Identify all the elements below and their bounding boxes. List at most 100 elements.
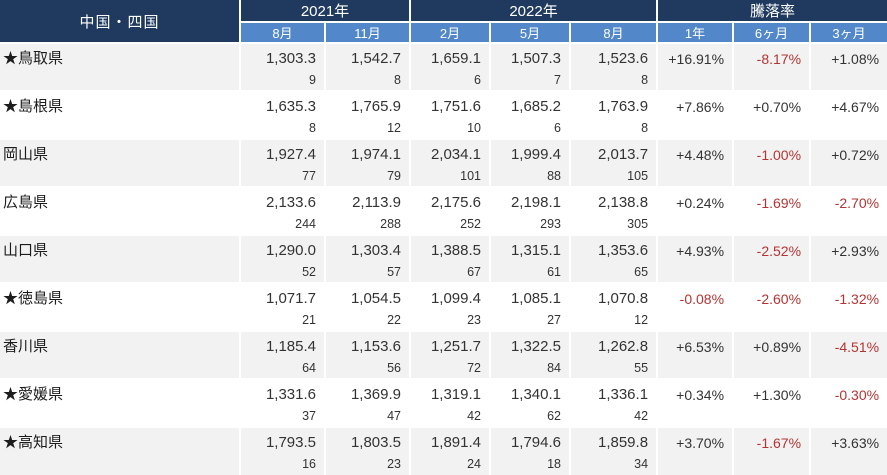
price-cell: 1,974.1 79 — [324, 138, 411, 188]
header-year-2021: 2021年 — [239, 0, 411, 23]
change-cell: -2.70% — [809, 186, 887, 236]
change-cell: +6.53% — [656, 330, 735, 380]
price-cell: 1,793.5 16 — [239, 426, 326, 475]
price-value: 1,336.1 — [597, 386, 649, 403]
count-value: 305 — [627, 217, 649, 231]
change-value: +1.30% — [753, 387, 802, 403]
price-value: 1,290.0 — [265, 242, 316, 259]
price-cell: 1,085.1 27 — [489, 282, 571, 332]
change-cell: +1.08% — [809, 42, 887, 92]
price-value: 2,198.1 — [510, 194, 561, 211]
price-cell: 1,054.5 22 — [324, 282, 411, 332]
change-cell: +0.72% — [809, 138, 887, 188]
change-cell: -4.51% — [809, 330, 887, 380]
count-value: 67 — [467, 265, 481, 279]
count-value: 105 — [627, 169, 649, 183]
price-cell: 1,290.0 52 — [239, 234, 326, 284]
price-cell: 2,013.7 105 — [568, 138, 659, 188]
count-value: 288 — [380, 217, 401, 231]
price-value: 1,659.1 — [430, 50, 481, 67]
price-cell: 1,369.9 47 — [324, 378, 411, 428]
change-value: -2.60% — [756, 291, 802, 307]
price-value: 2,138.8 — [597, 194, 649, 211]
prefecture-name: 岡山県 — [3, 146, 49, 163]
price-value: 1,803.5 — [350, 434, 401, 451]
change-value: -1.32% — [834, 291, 880, 307]
prefecture-cell: ★島根県 — [0, 90, 241, 140]
header-month-2022-05: 5月 — [489, 21, 571, 44]
count-value: 21 — [302, 313, 316, 327]
prefecture-cell: ★愛媛県 — [0, 378, 241, 428]
change-value: -2.52% — [756, 243, 802, 259]
table-header: 中国・四国 2021年 2022年 騰落率 8月 11月 2月 5月 8月 1年… — [0, 0, 887, 44]
count-value: 27 — [547, 313, 561, 327]
price-value: 1,153.6 — [350, 338, 401, 355]
change-cell: -1.00% — [732, 138, 812, 188]
price-cell: 1,322.5 84 — [489, 330, 571, 380]
header-change-rate: 騰落率 — [656, 0, 887, 23]
count-value: 18 — [547, 457, 561, 471]
change-cell: -0.30% — [809, 378, 887, 428]
count-value: 84 — [547, 361, 561, 375]
change-cell: +3.70% — [656, 426, 735, 475]
change-cell: +7.86% — [656, 90, 735, 140]
count-value: 62 — [547, 409, 561, 423]
change-value: +1.08% — [831, 51, 880, 67]
price-cell: 1,927.4 77 — [239, 138, 326, 188]
price-value: 1,262.8 — [597, 338, 649, 355]
count-value: 10 — [467, 121, 481, 135]
price-cell: 1,685.2 6 — [489, 90, 571, 140]
price-cell: 1,763.9 8 — [568, 90, 659, 140]
price-cell: 1,185.4 64 — [239, 330, 326, 380]
change-cell: +4.48% — [656, 138, 735, 188]
change-value: +0.70% — [753, 99, 802, 115]
count-value: 34 — [634, 457, 649, 471]
count-value: 8 — [394, 73, 401, 87]
header-period-1y: 1年 — [656, 21, 735, 44]
table-row: 香川県 1,185.4 64 1,153.6 56 1,251.7 72 1,3… — [0, 330, 887, 380]
price-value: 1,054.5 — [350, 290, 401, 307]
count-value: 293 — [540, 217, 561, 231]
change-cell: -2.60% — [732, 282, 812, 332]
price-value: 2,133.6 — [265, 194, 316, 211]
prefecture-name: 広島県 — [3, 194, 49, 211]
change-cell: +4.93% — [656, 234, 735, 284]
price-cell: 1,794.6 18 — [489, 426, 571, 475]
count-value: 64 — [302, 361, 316, 375]
price-cell: 1,319.1 42 — [409, 378, 491, 428]
count-value: 23 — [467, 313, 481, 327]
change-value: +4.67% — [831, 99, 880, 115]
price-value: 1,369.9 — [350, 386, 401, 403]
price-cell: 2,175.6 252 — [409, 186, 491, 236]
count-value: 8 — [309, 121, 316, 135]
price-value: 1,388.5 — [430, 242, 481, 259]
header-month-2021-08: 8月 — [239, 21, 326, 44]
header-period-3m: 3ヶ月 — [809, 21, 887, 44]
price-cell: 1,388.5 67 — [409, 234, 491, 284]
price-cell: 1,803.5 23 — [324, 426, 411, 475]
price-cell: 1,542.7 8 — [324, 42, 411, 92]
price-value: 1,185.4 — [265, 338, 316, 355]
price-cell: 2,113.9 288 — [324, 186, 411, 236]
count-value: 37 — [302, 409, 316, 423]
count-value: 244 — [295, 217, 316, 231]
change-cell: +1.30% — [732, 378, 812, 428]
price-value: 1,793.5 — [265, 434, 316, 451]
price-value: 2,113.9 — [352, 194, 401, 211]
price-cell: 1,251.7 72 — [409, 330, 491, 380]
prefecture-cell: ★徳島県 — [0, 282, 241, 332]
table-body: ★鳥取県 1,303.3 9 1,542.7 8 1,659.1 6 1,507… — [0, 42, 887, 475]
count-value: 56 — [387, 361, 401, 375]
count-value: 42 — [634, 409, 649, 423]
change-cell: +0.24% — [656, 186, 735, 236]
prefecture-cell: ★鳥取県 — [0, 42, 241, 92]
price-value: 1,891.4 — [430, 434, 481, 451]
count-value: 47 — [387, 409, 401, 423]
price-value: 1,765.9 — [350, 98, 401, 115]
change-cell: +16.91% — [656, 42, 735, 92]
price-value: 1,685.2 — [510, 98, 561, 115]
change-value: +7.86% — [676, 99, 725, 115]
count-value: 79 — [387, 169, 401, 183]
change-cell: -1.67% — [732, 426, 812, 475]
change-value: +6.53% — [676, 339, 725, 355]
